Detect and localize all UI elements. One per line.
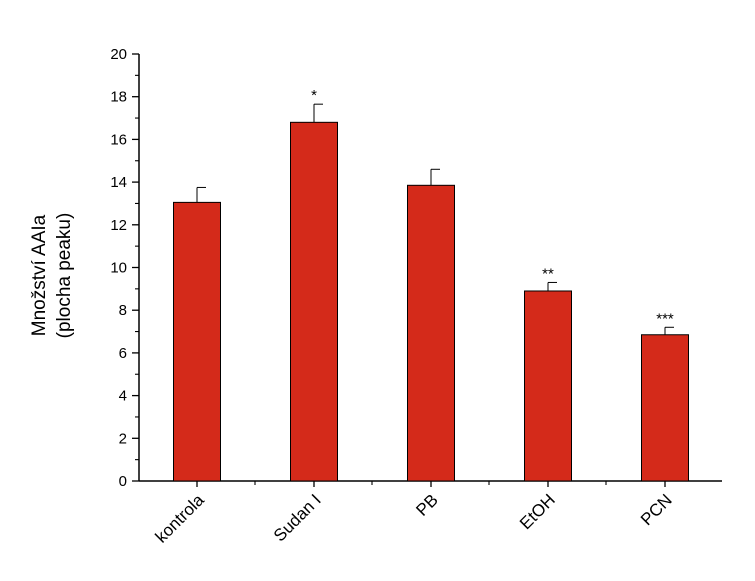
y-tick-label: 20	[110, 46, 127, 63]
y-axis-ticks: 0 2 4 6 8 10 12 14 16 18 20	[110, 46, 139, 490]
y-tick-label: 14	[110, 174, 127, 191]
y-tick-label: 18	[110, 89, 127, 106]
y-axis-label-group: Množství AAIa (plocha peaku)	[29, 213, 75, 339]
bars-group: ******	[173, 87, 689, 482]
y-tick-label: 10	[110, 260, 127, 277]
y-tick-label: 4	[119, 388, 127, 405]
y-tick-label: 16	[110, 131, 127, 148]
x-tick-label: Sudan I	[270, 490, 325, 545]
bar	[290, 121, 338, 482]
x-tick-label: PCN	[637, 490, 676, 529]
significance-label: *	[311, 87, 317, 104]
significance-label: ***	[656, 310, 674, 327]
y-tick-label: 8	[119, 302, 127, 319]
x-axis-labels: kontrola Sudan I PB EtOH PCN	[152, 481, 676, 547]
bar	[407, 184, 455, 482]
bar	[524, 290, 572, 482]
x-tick-label: PB	[412, 490, 441, 519]
x-tick-label: kontrola	[152, 490, 209, 547]
y-axis-label: (plocha peaku)	[54, 213, 75, 339]
y-axis-label: Množství AAIa	[29, 214, 50, 336]
significance-label: **	[542, 265, 554, 282]
y-tick-label: 6	[119, 345, 127, 362]
y-tick-label: 12	[110, 217, 127, 234]
y-tick-label: 2	[119, 430, 127, 447]
x-tick-label: EtOH	[516, 490, 559, 533]
bar	[173, 201, 221, 482]
bar	[641, 334, 689, 482]
y-tick-label: 0	[119, 473, 127, 490]
